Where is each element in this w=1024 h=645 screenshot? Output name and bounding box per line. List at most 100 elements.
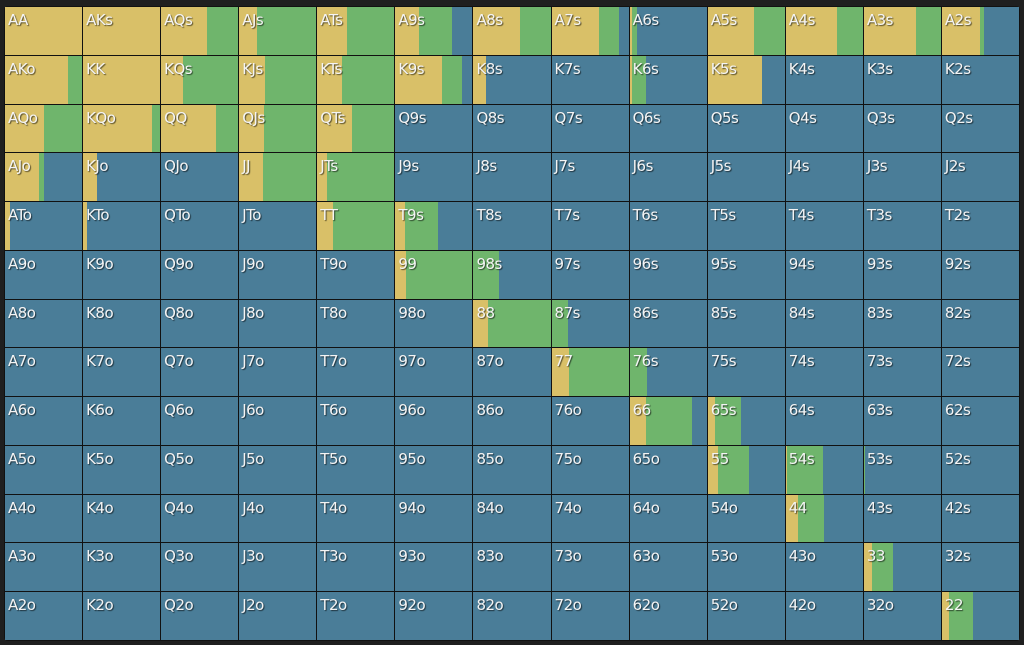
hand-cell[interactable]: 33	[863, 543, 941, 592]
hand-cell[interactable]: AA	[5, 7, 83, 55]
hand-cell[interactable]: 74o	[551, 494, 629, 543]
hand-cell[interactable]: 75s	[707, 348, 785, 397]
hand-cell[interactable]: T9o	[317, 250, 395, 299]
hand-cell[interactable]: T4s	[785, 202, 863, 250]
hand-cell[interactable]: K2o	[83, 592, 161, 640]
hand-cell[interactable]: 96s	[629, 250, 707, 299]
hand-cell[interactable]: 42s	[941, 494, 1019, 543]
hand-cell[interactable]: ATs	[317, 7, 395, 55]
hand-cell[interactable]: A5o	[5, 445, 83, 494]
hand-cell[interactable]: QQ	[161, 104, 239, 153]
hand-cell[interactable]: 82o	[473, 592, 551, 640]
hand-cell[interactable]: Q2o	[161, 592, 239, 640]
hand-cell[interactable]: KJs	[239, 55, 317, 104]
hand-cell[interactable]: J3o	[239, 543, 317, 592]
hand-cell[interactable]: 32o	[863, 592, 941, 640]
hand-cell[interactable]: J4s	[785, 153, 863, 202]
hand-cell[interactable]: K6o	[83, 397, 161, 445]
hand-cell[interactable]: 64s	[785, 397, 863, 445]
hand-cell[interactable]: AKo	[5, 55, 83, 104]
hand-cell[interactable]: K9o	[83, 250, 161, 299]
hand-cell[interactable]: AQs	[161, 7, 239, 55]
hand-cell[interactable]: 95s	[707, 250, 785, 299]
hand-cell[interactable]: 76o	[551, 397, 629, 445]
hand-cell[interactable]: Q8o	[161, 299, 239, 348]
hand-cell[interactable]: 65s	[707, 397, 785, 445]
hand-cell[interactable]: 43o	[785, 543, 863, 592]
hand-cell[interactable]: Q5s	[707, 104, 785, 153]
hand-cell[interactable]: 66	[629, 397, 707, 445]
hand-cell[interactable]: 32s	[941, 543, 1019, 592]
hand-cell[interactable]: T8o	[317, 299, 395, 348]
hand-cell[interactable]: Q3o	[161, 543, 239, 592]
hand-cell[interactable]: 55	[707, 445, 785, 494]
hand-cell[interactable]: K3o	[83, 543, 161, 592]
hand-cell[interactable]: A7o	[5, 348, 83, 397]
hand-cell[interactable]: 64o	[629, 494, 707, 543]
hand-cell[interactable]: J7o	[239, 348, 317, 397]
hand-cell[interactable]: J9o	[239, 250, 317, 299]
hand-cell[interactable]: A8s	[473, 7, 551, 55]
hand-cell[interactable]: A2o	[5, 592, 83, 640]
hand-cell[interactable]: 95o	[395, 445, 473, 494]
hand-cell[interactable]: Q4o	[161, 494, 239, 543]
hand-cell[interactable]: JTs	[317, 153, 395, 202]
hand-cell[interactable]: Q6o	[161, 397, 239, 445]
hand-cell[interactable]: K7s	[551, 55, 629, 104]
hand-cell[interactable]: T7s	[551, 202, 629, 250]
hand-cell[interactable]: T2s	[941, 202, 1019, 250]
hand-cell[interactable]: T2o	[317, 592, 395, 640]
hand-cell[interactable]: 86o	[473, 397, 551, 445]
hand-cell[interactable]: A9s	[395, 7, 473, 55]
hand-cell[interactable]: K9s	[395, 55, 473, 104]
hand-cell[interactable]: A4o	[5, 494, 83, 543]
hand-cell[interactable]: K4o	[83, 494, 161, 543]
hand-cell[interactable]: QTs	[317, 104, 395, 153]
hand-cell[interactable]: 73s	[863, 348, 941, 397]
hand-cell[interactable]: 84o	[473, 494, 551, 543]
hand-cell[interactable]: Q2s	[941, 104, 1019, 153]
hand-cell[interactable]: A3s	[863, 7, 941, 55]
hand-cell[interactable]: 77	[551, 348, 629, 397]
hand-cell[interactable]: 84s	[785, 299, 863, 348]
hand-cell[interactable]: J2o	[239, 592, 317, 640]
hand-cell[interactable]: A6o	[5, 397, 83, 445]
hand-cell[interactable]: 52o	[707, 592, 785, 640]
hand-cell[interactable]: 93s	[863, 250, 941, 299]
hand-cell[interactable]: 98o	[395, 299, 473, 348]
hand-cell[interactable]: 54s	[785, 445, 863, 494]
hand-cell[interactable]: 96o	[395, 397, 473, 445]
hand-cell[interactable]: J4o	[239, 494, 317, 543]
hand-cell[interactable]: 88	[473, 299, 551, 348]
hand-cell[interactable]: 92s	[941, 250, 1019, 299]
hand-cell[interactable]: 76s	[629, 348, 707, 397]
hand-cell[interactable]: J3s	[863, 153, 941, 202]
hand-cell[interactable]: J5s	[707, 153, 785, 202]
hand-cell[interactable]: 83s	[863, 299, 941, 348]
hand-cell[interactable]: 52s	[941, 445, 1019, 494]
hand-cell[interactable]: 42o	[785, 592, 863, 640]
hand-cell[interactable]: K7o	[83, 348, 161, 397]
hand-cell[interactable]: 63s	[863, 397, 941, 445]
hand-cell[interactable]: TT	[317, 202, 395, 250]
hand-cell[interactable]: K3s	[863, 55, 941, 104]
hand-cell[interactable]: 74s	[785, 348, 863, 397]
hand-cell[interactable]: T5o	[317, 445, 395, 494]
hand-cell[interactable]: A4s	[785, 7, 863, 55]
hand-cell[interactable]: 72s	[941, 348, 1019, 397]
hand-cell[interactable]: J8o	[239, 299, 317, 348]
hand-cell[interactable]: JJ	[239, 153, 317, 202]
hand-cell[interactable]: 22	[941, 592, 1019, 640]
hand-cell[interactable]: 87s	[551, 299, 629, 348]
hand-cell[interactable]: JTo	[239, 202, 317, 250]
hand-cell[interactable]: T6s	[629, 202, 707, 250]
hand-cell[interactable]: 62s	[941, 397, 1019, 445]
hand-cell[interactable]: 94s	[785, 250, 863, 299]
hand-cell[interactable]: 63o	[629, 543, 707, 592]
hand-cell[interactable]: J9s	[395, 153, 473, 202]
hand-cell[interactable]: 65o	[629, 445, 707, 494]
hand-cell[interactable]: Q8s	[473, 104, 551, 153]
hand-cell[interactable]: K8o	[83, 299, 161, 348]
hand-cell[interactable]: 75o	[551, 445, 629, 494]
hand-cell[interactable]: J6o	[239, 397, 317, 445]
